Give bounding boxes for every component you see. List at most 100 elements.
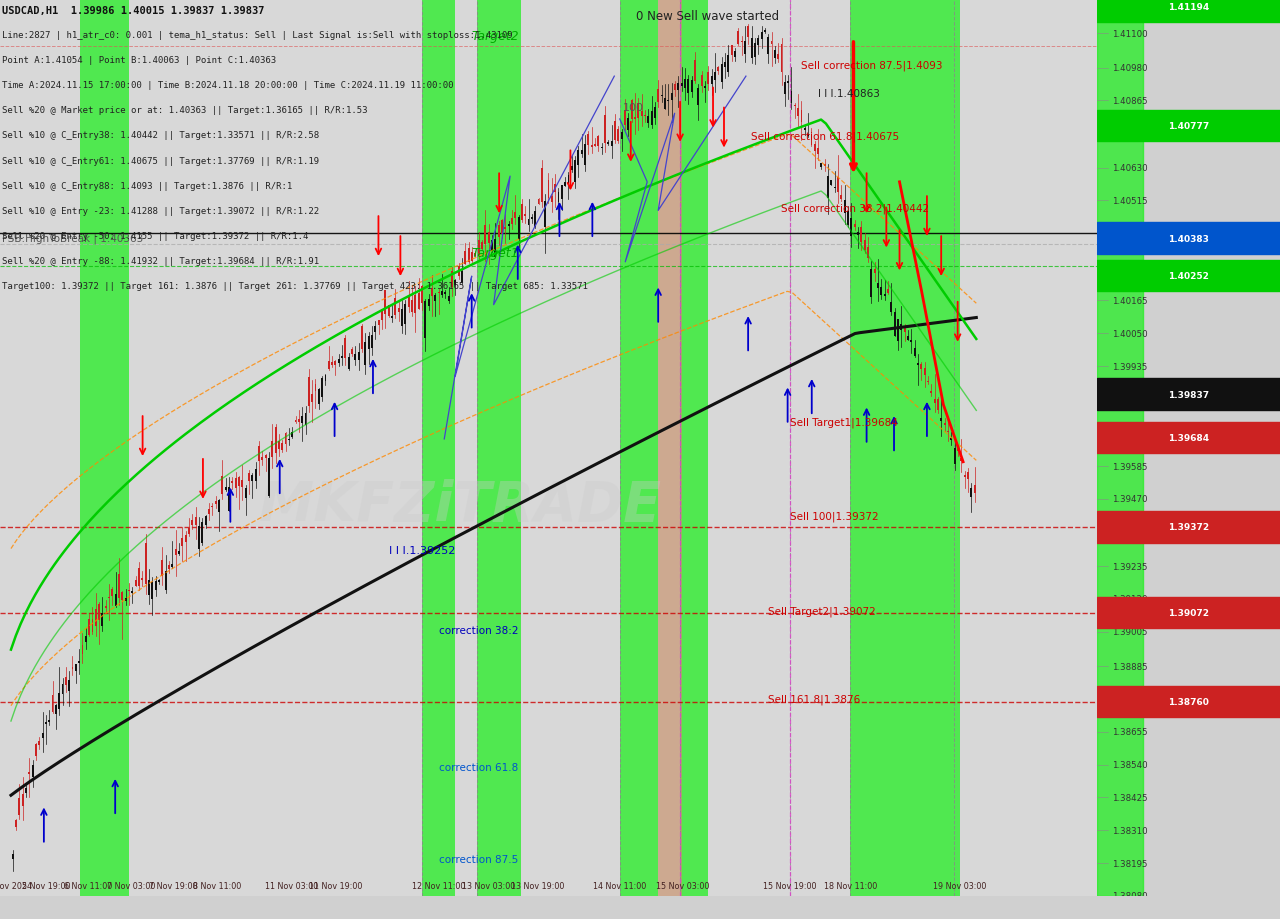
Bar	[617, 130, 620, 142]
Bar	[548, 180, 549, 199]
Bar	[920, 365, 923, 369]
Bar	[251, 475, 253, 482]
Bar	[338, 360, 339, 363]
Bar	[209, 509, 210, 515]
Bar	[367, 336, 370, 349]
Bar	[1097, 379, 1280, 411]
Bar	[837, 178, 840, 192]
Bar	[168, 565, 170, 570]
Text: 1.40865: 1.40865	[1111, 96, 1147, 106]
Text: Sell %10 @ C_Entry38: 1.40442 || Target:1.33571 || R/R:2.58: Sell %10 @ C_Entry38: 1.40442 || Target:…	[3, 131, 319, 141]
Bar	[15, 820, 17, 827]
Text: 1.38540: 1.38540	[1111, 760, 1147, 769]
Bar	[650, 111, 653, 126]
Text: I I I.1.40863: I I I.1.40863	[818, 89, 881, 99]
Bar	[577, 151, 580, 166]
Bar	[417, 293, 420, 310]
Bar	[365, 343, 366, 366]
Bar	[182, 538, 183, 546]
Bar	[704, 87, 705, 89]
Bar	[641, 112, 643, 117]
Text: 1.39470: 1.39470	[1111, 495, 1147, 504]
Bar	[259, 447, 260, 462]
Bar	[355, 355, 356, 360]
Text: I I I.1.39252: I I I.1.39252	[389, 546, 456, 556]
Text: 13 Nov 19:00: 13 Nov 19:00	[511, 881, 564, 891]
Bar	[95, 609, 97, 626]
Bar	[731, 46, 732, 56]
Bar	[897, 320, 899, 342]
Bar	[927, 381, 929, 383]
Text: Sell %20 @ Entry -88: 1.41932 || Target:1.39684 || R/R:1.91: Sell %20 @ Entry -88: 1.41932 || Target:…	[3, 256, 319, 266]
Bar	[947, 431, 948, 433]
Bar	[710, 77, 713, 85]
Bar	[228, 487, 230, 511]
Bar	[51, 696, 54, 712]
Bar	[858, 233, 859, 236]
Bar	[248, 473, 250, 482]
Bar	[211, 506, 214, 508]
Bar	[99, 604, 100, 620]
Bar	[81, 0, 129, 896]
Bar	[744, 42, 746, 55]
Bar	[308, 378, 310, 407]
Bar	[831, 181, 832, 186]
Bar	[648, 117, 649, 124]
Bar	[122, 593, 123, 600]
Bar	[172, 564, 173, 568]
Bar	[564, 183, 566, 187]
Text: MKFZiTRADE: MKFZiTRADE	[260, 478, 662, 532]
Bar	[664, 98, 666, 109]
Bar	[188, 528, 189, 535]
Bar	[1097, 512, 1280, 543]
Bar	[218, 500, 220, 512]
Bar	[864, 240, 865, 250]
Bar	[242, 480, 243, 487]
Bar	[527, 220, 530, 226]
Text: 8 Nov 11:00: 8 Nov 11:00	[193, 881, 242, 891]
Bar	[234, 479, 237, 488]
Bar	[515, 212, 516, 220]
Text: Target100: 1.39372 || Target 161: 1.3876 || Target 261: 1.37769 || Target 423: 1: Target100: 1.39372 || Target 161: 1.3876…	[3, 282, 588, 291]
Bar	[35, 743, 37, 755]
Bar	[675, 85, 676, 90]
Bar	[278, 441, 280, 450]
Bar	[504, 228, 506, 230]
Bar	[517, 218, 520, 240]
Bar	[717, 68, 719, 72]
Bar	[937, 400, 940, 411]
Bar	[275, 427, 276, 454]
Bar	[874, 269, 876, 274]
Bar	[787, 83, 790, 84]
Bar	[600, 148, 603, 149]
Bar	[232, 482, 233, 483]
Bar	[375, 327, 376, 333]
Bar	[521, 204, 522, 221]
Bar	[151, 582, 154, 599]
Bar	[161, 561, 164, 576]
Bar	[667, 101, 669, 102]
Bar	[584, 145, 586, 165]
Bar	[966, 472, 969, 480]
Bar	[914, 348, 915, 357]
Bar	[157, 581, 160, 582]
Bar	[371, 335, 372, 348]
Bar	[238, 477, 239, 487]
Text: 1.39935: 1.39935	[1111, 362, 1147, 371]
Text: Sell Target2|1.39072: Sell Target2|1.39072	[768, 606, 876, 616]
Bar	[588, 134, 589, 146]
Bar	[698, 88, 699, 106]
Bar	[484, 225, 486, 244]
Bar	[298, 420, 300, 423]
Bar	[404, 304, 406, 325]
Bar	[145, 544, 147, 584]
Bar	[458, 267, 460, 277]
Bar	[195, 518, 197, 525]
Bar	[132, 592, 133, 594]
Text: 0 New Sell wave started: 0 New Sell wave started	[636, 10, 780, 23]
Bar	[317, 389, 320, 404]
Text: correction 87.5: correction 87.5	[439, 854, 518, 864]
Text: 1.40400: 1.40400	[1111, 230, 1147, 239]
Bar	[741, 41, 742, 43]
Bar	[32, 765, 33, 777]
